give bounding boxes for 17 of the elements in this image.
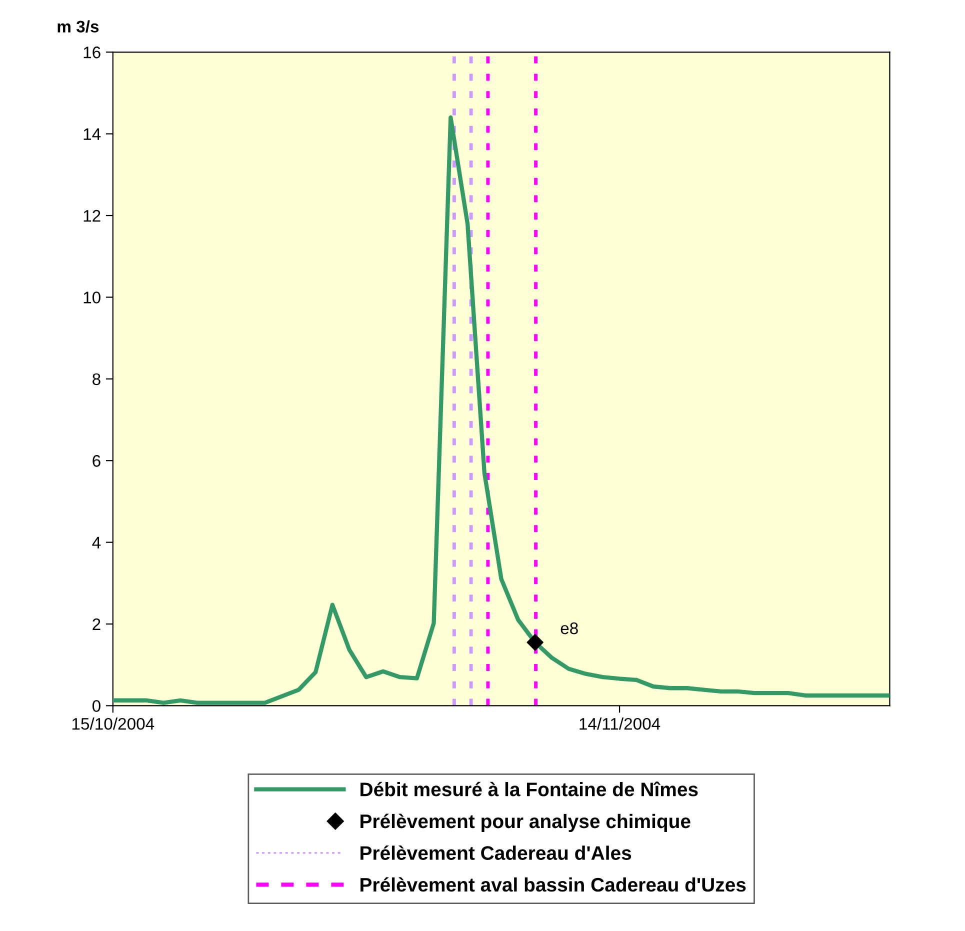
y-tick-label: 8: [92, 373, 100, 386]
legend-label: Débit mesuré à la Fontaine de Nîmes: [360, 782, 698, 796]
x-tick-label: 15/10/2004: [72, 718, 154, 730]
x-tick-label: 14/11/2004: [580, 718, 660, 730]
y-tick-label: 4: [92, 536, 101, 548]
y-tick-label: 12: [84, 210, 100, 222]
y-axis-title: m 3/s: [58, 20, 99, 33]
legend-label: Prélèvement pour analyse chimique: [360, 814, 690, 832]
y-tick-label: 16: [84, 46, 100, 58]
y-tick-label: 6: [92, 455, 100, 467]
legend-label: Prélèvement Cadereau d'Ales: [360, 845, 632, 860]
legend-label: Prélèvement aval bassin Cadereau d'Uzes: [360, 877, 746, 892]
y-tick-label: 2: [92, 618, 100, 630]
y-tick-label: 14: [84, 128, 101, 140]
y-tick-label: 0: [92, 700, 100, 712]
y-tick-label: 10: [84, 292, 100, 304]
annotation: e8: [560, 622, 578, 634]
